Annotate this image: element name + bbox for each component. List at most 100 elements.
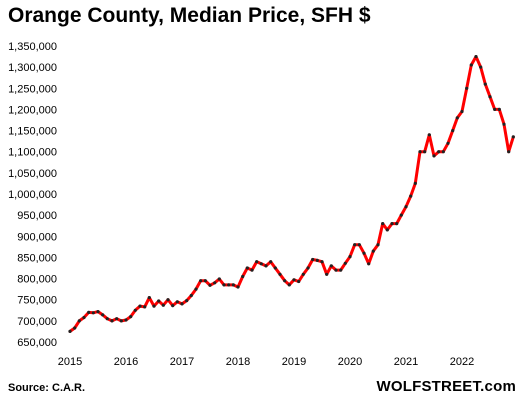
y-tick-label: 1,000,000 [8,189,57,201]
data-point [311,257,315,262]
data-point [395,222,399,226]
data-point [152,304,156,308]
data-point [269,260,273,264]
data-point [208,283,212,287]
data-point [115,317,119,321]
data-point [479,65,483,69]
data-point [157,299,161,303]
data-point [367,262,371,266]
data-point [320,260,324,264]
data-point [343,261,347,265]
y-tick-label: 800,000 [17,274,57,286]
data-point [77,319,81,323]
data-point [287,283,291,287]
data-point [180,302,184,306]
y-tick-label: 1,050,000 [8,168,57,180]
data-point [203,279,207,283]
data-points [68,55,515,333]
data-point [255,260,259,264]
data-point [166,298,170,302]
series-line [68,55,515,333]
data-point [82,315,86,320]
data-point [175,300,179,304]
x-axis-ticks: 2015 2016 2017 2018 2019 2020 2021 2022 [58,356,474,368]
data-point [68,329,72,333]
data-point [348,255,352,259]
data-point [143,305,147,309]
y-tick-label: 1,300,000 [8,62,57,74]
data-point [451,129,455,133]
data-point [488,95,492,99]
chart-title: Orange County, Median Price, SFH $ [8,4,371,27]
y-tick-label: 1,100,000 [8,147,57,159]
y-tick-label: 850,000 [17,252,57,264]
data-point [278,272,282,276]
y-axis-ticks: 650,000 700,000 750,000 800,000 850,000 900,0… [8,41,57,349]
data-point [390,222,394,226]
data-point [455,116,459,120]
data-point [460,109,464,114]
data-point [357,243,361,247]
data-point [446,141,450,145]
y-tick-label: 1,250,000 [8,83,57,95]
data-point [227,283,231,287]
data-point [315,258,319,262]
x-tick-label: 2017 [170,356,194,368]
source-note: Source: C.A.R. [8,382,86,394]
data-point [292,278,296,282]
y-tick-label: 650,000 [17,337,57,349]
data-point [105,317,109,321]
data-point [502,122,506,126]
data-point [325,272,329,276]
data-point [133,308,137,312]
data-point [493,107,497,111]
data-point [465,86,469,90]
data-point [213,281,217,285]
data-point [437,150,441,154]
data-point [423,150,427,154]
data-point [385,228,389,232]
data-point [73,326,77,330]
data-point [236,285,240,289]
brand-logo: WOLFSTREET.com [376,378,516,395]
data-point [199,279,203,283]
data-point [507,150,511,154]
data-point [301,272,305,276]
data-point [329,264,333,268]
data-point [297,279,301,284]
data-point [87,310,91,314]
data-point [147,296,151,300]
y-tick-label: 1,350,000 [8,41,57,53]
data-point [441,150,445,154]
data-point [483,82,487,86]
data-point [245,266,249,270]
data-point [474,55,478,59]
data-point [362,251,366,255]
data-point [161,303,165,307]
data-point [404,205,408,209]
data-point [231,283,235,287]
data-point [371,249,375,253]
data-point [171,304,175,308]
data-point [91,311,95,315]
data-point [259,262,263,266]
data-point [273,266,277,270]
data-point [418,150,422,154]
data-point [376,243,380,247]
data-point [129,315,133,319]
data-point [138,304,142,308]
data-point [222,283,226,287]
data-point [264,264,268,268]
data-point [511,135,515,139]
data-point [241,274,245,279]
x-tick-label: 2018 [226,356,250,368]
y-tick-label: 1,150,000 [8,126,57,138]
data-point [427,133,431,137]
data-point [469,63,473,67]
x-tick-label: 2020 [338,356,362,368]
y-tick-label: 900,000 [17,231,57,243]
y-tick-label: 750,000 [17,295,57,307]
data-point [185,299,189,303]
x-tick-label: 2016 [114,356,138,368]
